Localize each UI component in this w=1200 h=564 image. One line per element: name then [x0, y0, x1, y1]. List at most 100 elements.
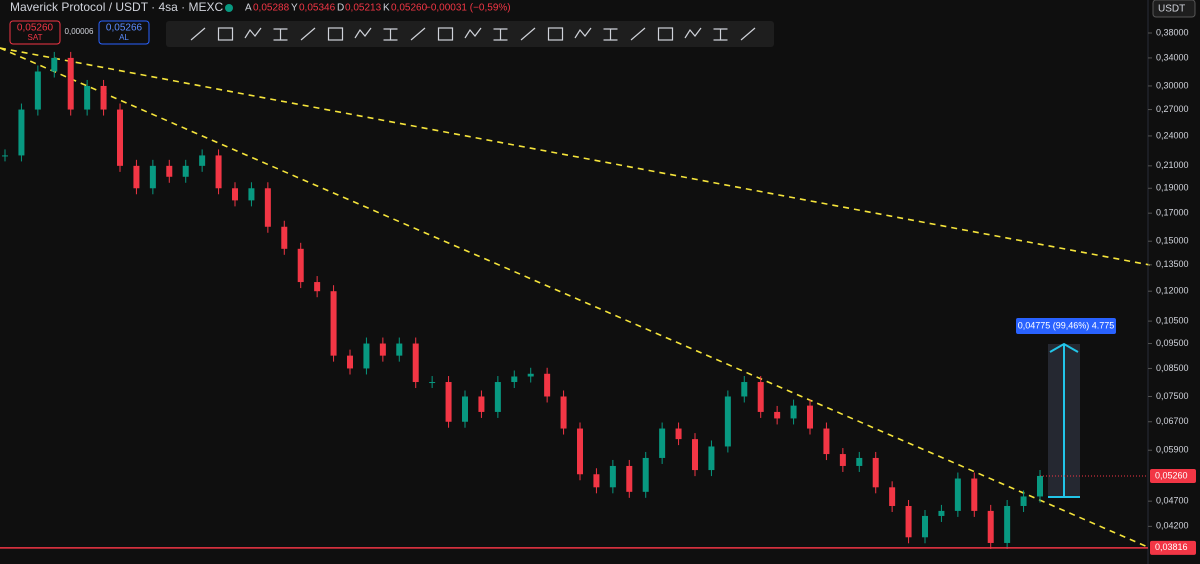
tool-icon[interactable]	[327, 27, 344, 41]
price-tick-label: 0,08500	[1156, 363, 1189, 373]
candle-body	[971, 478, 978, 511]
candle-body	[938, 510, 945, 516]
candle-body	[708, 446, 715, 471]
tool-icon[interactable]	[713, 28, 728, 41]
buy-button[interactable]	[98, 20, 150, 45]
tool-icon[interactable]	[630, 27, 646, 41]
ohlc-value: 0,05213	[345, 3, 382, 14]
candle-body	[429, 382, 436, 384]
price-tick-label: 0,12000	[1156, 286, 1189, 296]
candle-body	[839, 454, 846, 466]
tool-icon[interactable]	[520, 27, 536, 41]
candle-body	[626, 465, 633, 492]
tool-icon[interactable]	[273, 28, 288, 41]
ohlc-key: K	[383, 3, 390, 14]
candle-body	[494, 382, 501, 412]
candle-body	[34, 71, 41, 110]
tool-icon[interactable]	[190, 27, 206, 41]
candle-body	[922, 515, 928, 538]
tool-icon[interactable]	[657, 27, 674, 41]
tool-icon[interactable]	[574, 27, 592, 39]
candle-body	[527, 373, 534, 377]
measure-head	[1049, 342, 1079, 353]
price-tick-label: 0,34000	[1156, 52, 1189, 62]
status-dot	[225, 4, 233, 12]
price-badge	[1150, 540, 1196, 555]
ohlc-value: 0,05260	[391, 3, 428, 14]
candle-body	[675, 428, 682, 440]
candle-body	[741, 382, 748, 397]
tool-icon[interactable]	[244, 27, 262, 39]
candle-body	[248, 188, 255, 201]
candle-body	[264, 188, 271, 227]
price-tick-label: 0,19000	[1156, 183, 1189, 193]
price-tick-label: 0,30000	[1156, 80, 1189, 90]
candle-body	[807, 405, 813, 429]
sell-price[interactable]: 0,05260	[17, 23, 54, 34]
candle-body	[182, 165, 189, 177]
candle-body	[642, 457, 649, 492]
candle-body	[363, 343, 370, 369]
price-tick-label: 0,13500	[1156, 259, 1189, 269]
buy-price[interactable]: 0,05266	[106, 23, 143, 34]
price-tick-label: 0,04200	[1156, 521, 1189, 531]
candle-body	[133, 165, 140, 189]
price-tick-label: 0,10500	[1156, 315, 1189, 325]
tool-icon[interactable]	[603, 28, 618, 41]
candle-body	[67, 57, 74, 110]
candle-body	[724, 396, 731, 447]
candle-body	[2, 155, 8, 157]
buy-label[interactable]: AL	[119, 33, 129, 42]
spread: 0,00006	[65, 27, 94, 36]
tool-icon[interactable]	[740, 27, 756, 41]
tool-icon[interactable]	[493, 28, 508, 41]
measure-label-box	[1016, 318, 1116, 334]
price-tick-label: 0,21000	[1156, 160, 1189, 170]
candle-body	[297, 248, 304, 283]
candle-body	[314, 282, 321, 292]
tool-icon[interactable]	[684, 27, 702, 39]
price-tick-label: 0,17000	[1156, 208, 1189, 218]
candle-body	[790, 405, 797, 419]
ohlc-key: Y	[291, 3, 298, 14]
tool-icon[interactable]	[547, 27, 564, 41]
candle-body	[445, 382, 452, 422]
symbol[interactable]: Maverick Protocol / USDT · 4sa · MEXC	[10, 0, 223, 14]
candle-body	[692, 439, 698, 471]
ohlc-key: A	[245, 3, 252, 14]
currency[interactable]: USDT	[1158, 4, 1185, 15]
candle-body	[593, 474, 600, 488]
price-tick-label: 0,06700	[1156, 416, 1189, 426]
candle-body	[117, 109, 123, 166]
tool-icon[interactable]	[464, 27, 482, 39]
tool-icon[interactable]	[354, 27, 372, 39]
drawing-toolbar	[166, 21, 774, 47]
candle-body	[609, 465, 616, 488]
measure-label: 0,04775 (99,46%) 4.775	[1018, 320, 1115, 330]
candle-body	[560, 396, 567, 429]
candle-body	[396, 343, 403, 356]
candle-body	[954, 478, 961, 511]
currency-button[interactable]	[1152, 0, 1196, 18]
tool-icon[interactable]	[383, 28, 398, 41]
price-tick-label: 0,27000	[1156, 104, 1189, 114]
candle-body	[544, 373, 551, 397]
candle-body	[232, 188, 238, 201]
candle-body	[1020, 496, 1027, 506]
tool-icon[interactable]	[410, 27, 426, 41]
candle-body	[987, 510, 994, 543]
price-tick-label: 0,15000	[1156, 236, 1189, 246]
candle-body	[347, 355, 353, 369]
tool-icon[interactable]	[300, 27, 316, 41]
sell-button[interactable]	[9, 20, 61, 45]
sell-label[interactable]: SAT	[28, 33, 43, 42]
tool-icon[interactable]	[437, 27, 454, 41]
tool-icon[interactable]	[217, 27, 234, 41]
candle-body	[199, 155, 206, 166]
candle-body	[757, 382, 764, 412]
candle-body	[889, 487, 896, 506]
candle-body	[905, 505, 912, 538]
support-price: 0,03816	[1155, 542, 1188, 552]
